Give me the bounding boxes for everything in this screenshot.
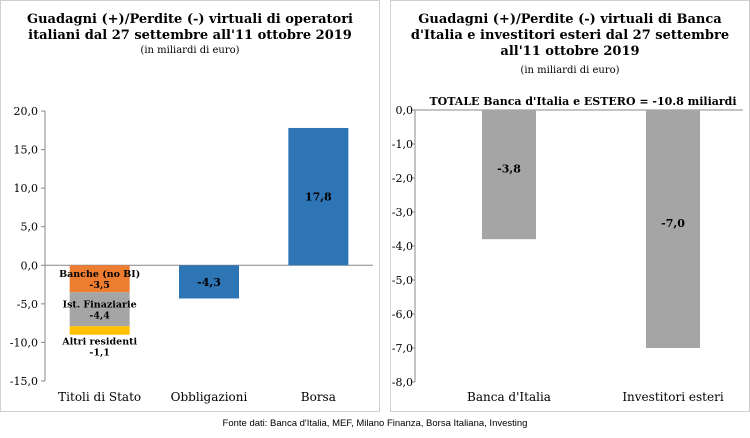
y-tick-label: 15,0 [14, 144, 39, 157]
segment-name-label: Altri residenti [61, 337, 137, 348]
y-tick-label: -2,0 [392, 172, 413, 185]
data-label: 17,8 [305, 191, 332, 204]
data-label: -3,8 [497, 163, 521, 176]
bar-segment [69, 292, 130, 327]
y-tick-label: 5,0 [21, 221, 39, 234]
data-label: -3,5 [89, 280, 109, 291]
y-tick-label: 20,0 [14, 105, 39, 118]
bar-segment [179, 265, 239, 299]
data-label: -4,4 [89, 310, 110, 321]
bar [482, 110, 536, 240]
source-note: Fonte dati: Banca d'Italia, MEF, Milano … [222, 418, 528, 429]
x-category-label: Banca d'Italia [467, 390, 551, 404]
y-tick-label: -3,0 [392, 206, 413, 219]
chart-right-title-line-1: Guadagni (+)/Perdite (-) virtuali di Ban… [418, 12, 722, 27]
chart-left-title: Guadagni (+)/Perdite (-) virtuali di ope… [1, 12, 379, 44]
segment-name-label: Banche (no BI) [59, 269, 140, 280]
y-tick-label: -7,0 [392, 342, 413, 355]
y-tick-label: 0,0 [396, 104, 414, 117]
chart-right-plot: TOTALE Banca d'Italia e ESTERO = -10.8 m… [392, 95, 743, 404]
chart-left-title-line-1: Guadagni (+)/Perdite (-) virtuali di ope… [27, 12, 353, 27]
y-tick-label: -10,0 [10, 336, 38, 349]
bar-segment [69, 265, 130, 293]
y-tick-label: -1,0 [392, 138, 413, 151]
chart-left-panel: Guadagni (+)/Perdite (-) virtuali di ope… [0, 0, 380, 412]
x-category-label: Titoli di Stato [58, 390, 141, 404]
x-category-label: Investitori esteri [622, 390, 724, 404]
bar-segment [288, 127, 349, 266]
data-label: -7,0 [661, 217, 685, 230]
y-tick-label: -15,0 [10, 375, 38, 388]
y-tick-label: 0,0 [21, 259, 39, 272]
x-category-label: Borsa [301, 390, 336, 404]
chart-left-subtitle: (in miliardi di euro) [140, 45, 240, 56]
chart-right-title-line-3: all'11 ottobre 2019 [500, 44, 640, 59]
y-tick-label: -8,0 [392, 376, 413, 389]
data-label: -4,3 [197, 276, 221, 289]
bar-segment [69, 326, 130, 335]
chart-right-title: Guadagni (+)/Perdite (-) virtuali di Ban… [391, 12, 749, 60]
chart-left-title-line-2: italiani dal 27 settembre all'11 ottobre… [28, 28, 352, 43]
y-tick-label: 10,0 [14, 182, 39, 195]
bar [646, 110, 700, 348]
chart-right-title-line-2: d'Italia e investitori esteri dal 27 set… [410, 28, 730, 43]
y-tick-label: -5,0 [392, 274, 413, 287]
total-annotation: TOTALE Banca d'Italia e ESTERO = -10.8 m… [429, 95, 736, 108]
x-category-label: Obbligazioni [171, 390, 248, 404]
segment-name-label: Ist. Finaziarie [63, 299, 137, 310]
y-tick-label: -5,0 [17, 298, 38, 311]
y-tick-label: -4,0 [392, 240, 413, 253]
chart-right-panel: Guadagni (+)/Perdite (-) virtuali di Ban… [390, 0, 750, 412]
y-tick-label: -6,0 [392, 308, 413, 321]
chart-right-subtitle: (in miliardi di euro) [520, 65, 620, 76]
data-label: -1,1 [89, 348, 109, 359]
chart-left-plot: -15,0 -10,0 -5,0 0,0 5,0 10,0 15,0 20,0 Banche (… [10, 105, 373, 404]
